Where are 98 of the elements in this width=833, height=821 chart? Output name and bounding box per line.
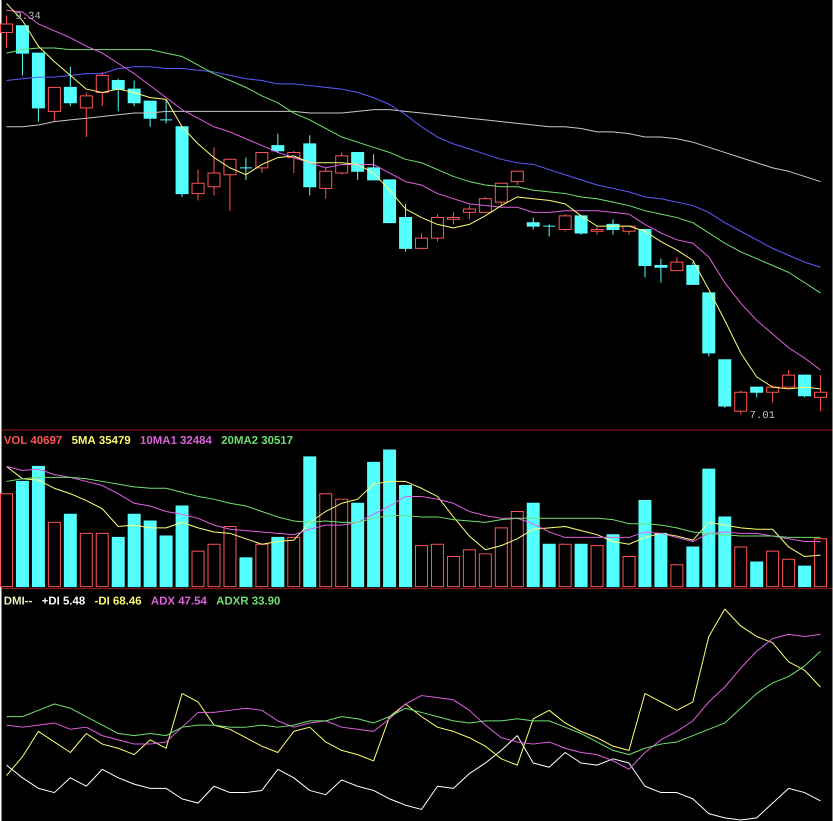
bar xyxy=(415,545,428,588)
bar xyxy=(239,557,252,588)
bar xyxy=(367,462,380,588)
text: +DI 5.48 xyxy=(42,596,85,605)
bar xyxy=(303,456,316,588)
chart-title: DMI-- xyxy=(4,596,32,605)
bar xyxy=(48,522,61,588)
candlestick xyxy=(798,374,812,398)
candlestick xyxy=(239,157,252,180)
bar xyxy=(702,468,716,588)
bar xyxy=(734,546,748,588)
text: ADX 47.54 xyxy=(151,596,207,605)
candlestick xyxy=(415,232,428,249)
candlestick xyxy=(160,98,173,124)
bar xyxy=(606,534,620,588)
candlestick xyxy=(734,390,748,416)
bar xyxy=(64,514,77,588)
bar xyxy=(750,562,764,588)
candlestick xyxy=(782,370,796,388)
candlestick xyxy=(670,256,684,272)
bar xyxy=(478,553,492,588)
bar xyxy=(32,466,45,588)
text: 20MA2 30517 xyxy=(222,436,293,444)
bar xyxy=(192,550,205,588)
bar xyxy=(223,526,236,588)
candlestick xyxy=(192,169,205,201)
bar xyxy=(176,506,189,588)
candlestick xyxy=(542,224,556,237)
annotation: 7.01 xyxy=(750,410,775,418)
bar xyxy=(526,502,540,588)
bar xyxy=(255,544,268,588)
candlestick xyxy=(558,214,572,232)
bar xyxy=(670,564,684,588)
bar xyxy=(144,520,157,588)
candlestick xyxy=(271,133,284,153)
candlestick xyxy=(128,80,141,107)
candlestick xyxy=(526,217,540,230)
bar xyxy=(335,498,348,588)
candlestick xyxy=(462,205,476,220)
text: ADXR 33.90 xyxy=(216,596,280,605)
bar xyxy=(446,556,460,588)
candlestick xyxy=(494,182,508,206)
text: 10MA1 32484 xyxy=(140,436,212,444)
candlestick xyxy=(814,374,828,412)
candlestick xyxy=(208,146,220,196)
bar xyxy=(271,536,284,588)
bar xyxy=(351,502,364,588)
bar xyxy=(399,485,412,588)
bar xyxy=(654,532,668,588)
bar xyxy=(16,480,29,588)
candlestick xyxy=(319,167,332,200)
bar xyxy=(112,536,125,588)
bar xyxy=(638,500,652,588)
bar xyxy=(782,558,796,588)
bar xyxy=(718,516,732,588)
bar xyxy=(319,493,332,588)
bar xyxy=(462,549,476,588)
bar xyxy=(430,544,444,588)
text: -DI 68.46 xyxy=(94,596,142,605)
candlestick xyxy=(446,212,460,225)
bar xyxy=(574,544,588,588)
bar xyxy=(96,532,109,588)
candlestick xyxy=(48,86,61,122)
bar xyxy=(542,544,556,588)
bar xyxy=(814,538,828,588)
bar xyxy=(494,527,508,588)
candlestick xyxy=(478,196,492,213)
candlestick xyxy=(96,71,109,107)
candlestick xyxy=(750,386,764,398)
bar xyxy=(590,545,604,588)
candlestick xyxy=(510,170,524,186)
bar xyxy=(80,532,93,588)
candlestick xyxy=(686,262,700,285)
bar xyxy=(383,450,396,588)
bar xyxy=(510,510,524,588)
candlestick xyxy=(144,100,157,128)
bar xyxy=(208,544,220,588)
bar xyxy=(798,566,812,588)
candlestick xyxy=(64,66,77,107)
candlestick xyxy=(80,92,93,138)
bar xyxy=(622,556,636,588)
bar xyxy=(558,544,572,588)
text: VOL 40697 xyxy=(4,436,62,444)
candlestick xyxy=(255,152,268,174)
candlestick xyxy=(430,214,444,242)
text: 5MA 35479 xyxy=(72,436,130,444)
bar xyxy=(766,550,780,588)
bar xyxy=(686,546,700,588)
candlestick xyxy=(367,154,380,180)
candlestick xyxy=(654,258,668,284)
candlestick xyxy=(112,78,125,112)
candlestick xyxy=(766,384,780,404)
bar xyxy=(128,514,141,588)
candlestick xyxy=(351,152,364,180)
candlestick xyxy=(574,215,588,236)
candlestick xyxy=(223,158,236,212)
bar xyxy=(287,536,300,588)
bar xyxy=(160,536,173,588)
